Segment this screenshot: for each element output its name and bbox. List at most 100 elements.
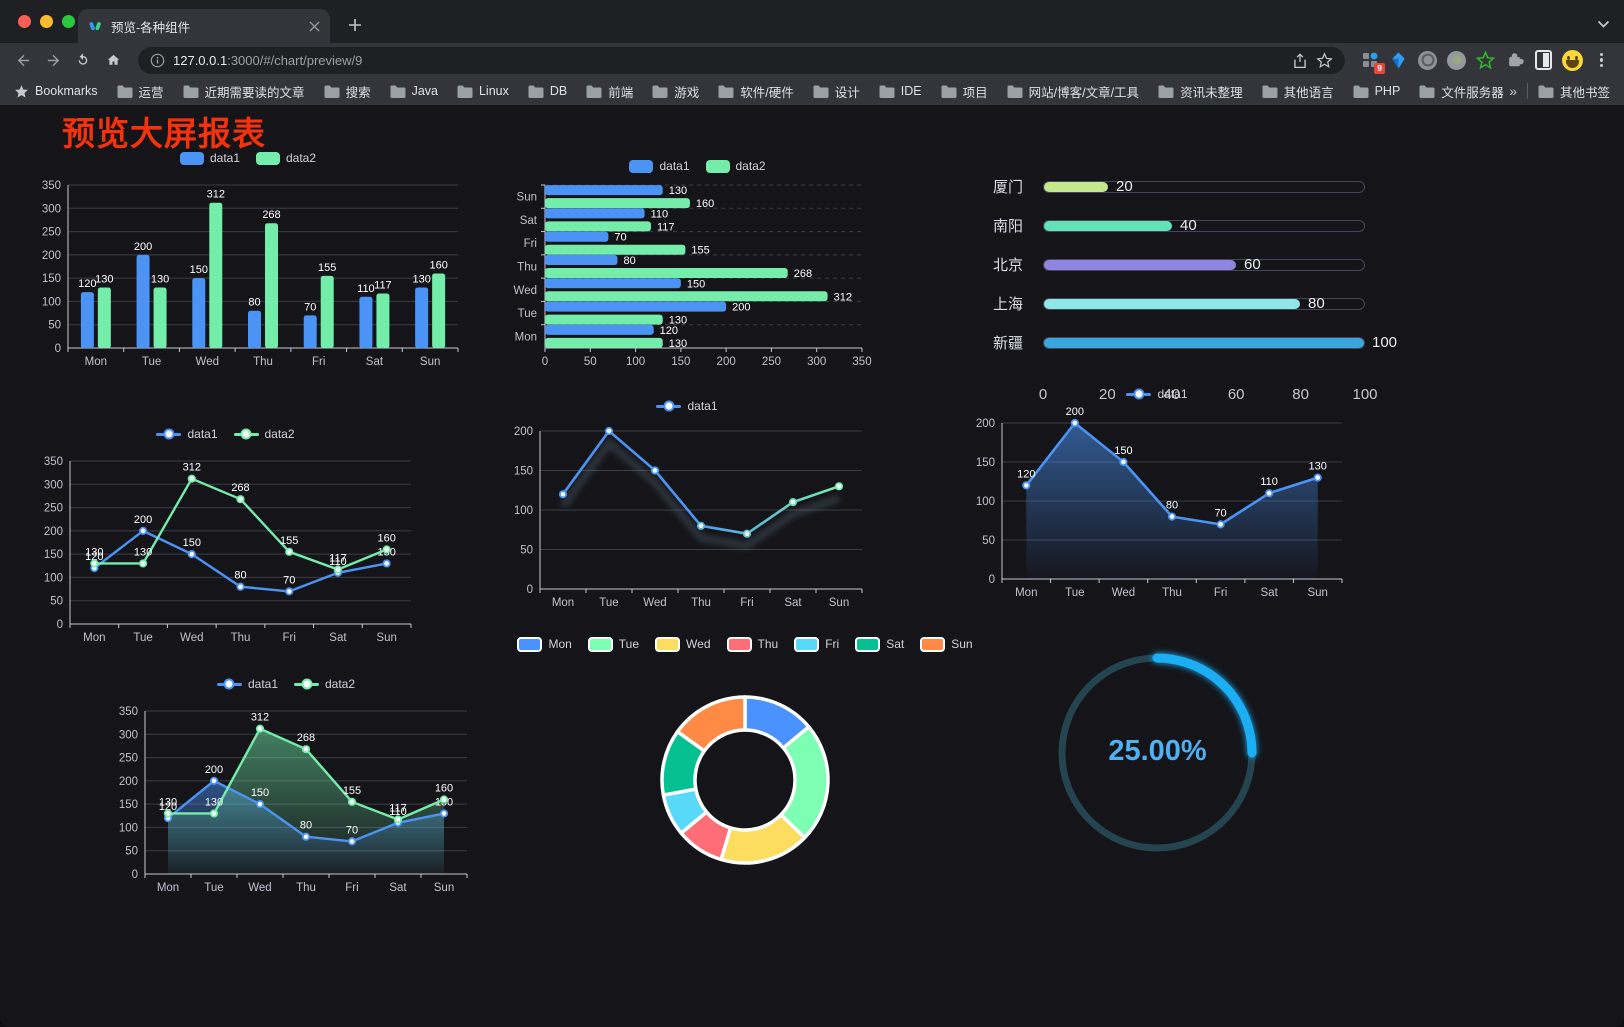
reading-mode-icon[interactable] bbox=[1531, 47, 1556, 73]
bookmark-star-icon[interactable] bbox=[1316, 51, 1333, 69]
area-line-chart[interactable]: data1 0 50 100 150 200 Mon Tue Wed Thu Fri Sat Sun 12… bbox=[958, 383, 1356, 605]
svg-text:150: 150 bbox=[44, 549, 63, 561]
share-icon[interactable] bbox=[1292, 52, 1308, 69]
progress-fill bbox=[1044, 181, 1108, 192]
window-zoom-button[interactable] bbox=[62, 15, 75, 28]
legend-item[interactable]: data2 bbox=[256, 151, 316, 165]
other-bookmarks-folder[interactable]: 其他书签 bbox=[1538, 82, 1610, 101]
svg-text:Fri: Fri bbox=[524, 238, 537, 250]
star-icon bbox=[15, 84, 28, 97]
bookmark-folder[interactable]: 资讯未整理 bbox=[1158, 82, 1243, 101]
progress-row[interactable]: 南阳 40 bbox=[993, 206, 1365, 245]
svg-text:70: 70 bbox=[283, 574, 295, 586]
new-tab-button[interactable] bbox=[342, 12, 368, 38]
bookmark-folder[interactable]: 设计 bbox=[813, 82, 860, 101]
bookmark-folder[interactable]: 软件/硬件 bbox=[718, 82, 794, 101]
legend-item[interactable]: data1 bbox=[1126, 387, 1188, 401]
progress-row[interactable]: 上海 80 bbox=[993, 284, 1365, 323]
back-button[interactable] bbox=[10, 47, 36, 73]
bookmark-folder[interactable]: IDE bbox=[879, 82, 922, 101]
svg-text:150: 150 bbox=[514, 466, 533, 478]
bookmark-folder[interactable]: 前端 bbox=[586, 82, 633, 101]
bookmark-folder[interactable]: 其他语言 bbox=[1262, 82, 1334, 101]
bookmark-folder[interactable]: 项目 bbox=[941, 82, 988, 101]
bookmark-folder[interactable]: 近期需要读的文章 bbox=[183, 82, 305, 101]
legend-item[interactable]: Tue bbox=[587, 636, 639, 652]
svg-text:350: 350 bbox=[119, 706, 138, 718]
forward-button[interactable] bbox=[40, 47, 66, 73]
home-button[interactable] bbox=[100, 47, 126, 73]
multi-line-chart[interactable]: data1 data2 0 50 100 150 200 250 300 350 Mon Tue Wed… bbox=[28, 423, 423, 651]
legend-item[interactable]: data2 bbox=[705, 159, 766, 173]
svg-text:200: 200 bbox=[514, 426, 533, 438]
extension-star-icon[interactable] bbox=[1473, 47, 1498, 73]
gauge-chart[interactable]: 25.00% bbox=[1040, 645, 1275, 965]
progress-label: 北京 bbox=[993, 257, 1024, 274]
dual-area-chart[interactable]: data1 data2 0 50 100 150 200 250 300 350 Mon Tue Wed… bbox=[90, 673, 482, 901]
svg-text:200: 200 bbox=[1066, 407, 1084, 418]
bookmark-folder[interactable]: 运营 bbox=[117, 82, 164, 101]
legend-item[interactable]: Sun bbox=[920, 636, 973, 652]
svg-text:150: 150 bbox=[183, 537, 201, 549]
svg-text:Fri: Fri bbox=[740, 597, 753, 609]
svg-text:120: 120 bbox=[1017, 468, 1035, 480]
extension-grid-icon[interactable]: 9 bbox=[1357, 47, 1385, 74]
progress-row[interactable]: 新疆 100 bbox=[993, 323, 1397, 362]
bookmark-folder[interactable]: 搜索 bbox=[324, 82, 371, 101]
profile-avatar[interactable] bbox=[1560, 47, 1585, 73]
gradient-line-chart[interactable]: data1 0 50 100 150 200 Mon Tue Wed Thu Fri Sat Sun bbox=[498, 395, 876, 617]
bookmark-folder[interactable]: Linux bbox=[457, 82, 509, 101]
site-info-icon[interactable] bbox=[150, 53, 165, 68]
reload-button[interactable] bbox=[70, 47, 96, 73]
progress-track: 20 bbox=[1043, 178, 1365, 195]
svg-text:130: 130 bbox=[205, 796, 223, 808]
legend-item[interactable]: data1 bbox=[216, 677, 278, 691]
progress-row[interactable]: 厦门 20 bbox=[993, 167, 1365, 206]
extension-puzzle-icon[interactable] bbox=[1502, 47, 1527, 73]
bookmark-folder[interactable]: 游戏 bbox=[652, 82, 699, 101]
svg-text:312: 312 bbox=[251, 712, 269, 724]
legend-item[interactable]: data2 bbox=[233, 427, 295, 441]
progress-row[interactable]: 北京 60 bbox=[993, 245, 1365, 284]
tab-search-chevron-icon[interactable] bbox=[1597, 16, 1610, 34]
bookmark-folder[interactable]: Java bbox=[390, 82, 438, 101]
tab-close-icon[interactable] bbox=[309, 20, 320, 32]
legend-item[interactable]: data1 bbox=[656, 399, 718, 413]
bookmarks-overflow-chevron[interactable]: » bbox=[1509, 83, 1517, 99]
progress-bar-chart[interactable]: 厦门 20 南阳 40 北京 60 上海 80 新疆 100 0 20 40 60 80 100 bbox=[993, 163, 1397, 404]
legend-item[interactable]: Fri bbox=[794, 636, 839, 652]
bookmark-folder[interactable]: PHP bbox=[1353, 82, 1400, 101]
extension-kite-icon[interactable] bbox=[1386, 47, 1411, 73]
window-minimize-button[interactable] bbox=[40, 15, 53, 28]
legend-item[interactable]: data1 bbox=[629, 159, 690, 173]
grouped-bar-chart[interactable]: data1 data2 0 50 100 150 200 250 300 350 Mon Tue Wed… bbox=[28, 147, 468, 377]
legend-item[interactable]: Sat bbox=[855, 636, 904, 652]
legend-item[interactable]: Wed bbox=[655, 636, 711, 652]
bookmark-folder[interactable]: 文件服务器 bbox=[1419, 82, 1504, 101]
progress-label: 南阳 bbox=[993, 218, 1024, 235]
bookmark-folder[interactable]: DB bbox=[528, 82, 567, 101]
extension-command-icon[interactable] bbox=[1415, 47, 1440, 73]
svg-text:350: 350 bbox=[852, 356, 871, 368]
progress-axis: 0 20 40 60 80 100 bbox=[1038, 386, 1378, 403]
legend-item[interactable]: Thu bbox=[726, 636, 778, 652]
donut-chart[interactable]: Mon Tue Wed Thu Fri Sat Sun bbox=[517, 633, 973, 965]
browser-menu-icon[interactable] bbox=[1589, 47, 1614, 73]
legend-item[interactable]: data1 bbox=[156, 427, 218, 441]
legend-item[interactable]: Mon bbox=[517, 636, 572, 652]
browser-tab[interactable]: 预览-各种组件 bbox=[78, 9, 330, 43]
horizontal-bar-chart[interactable]: data1 data2 0 50 100 150 200 250 300 350 Sun 130 160… bbox=[505, 155, 890, 375]
address-bar[interactable]: 127.0.0.1:3000/#/chart/preview/9 bbox=[138, 46, 1345, 74]
svg-text:0: 0 bbox=[132, 869, 138, 881]
extension-dot-icon[interactable] bbox=[1444, 47, 1469, 73]
bookmarks-bar: Bookmarks 运营 近期需要读的文章 搜索 Java Linux DB 前端 游戏 软件/… bbox=[0, 77, 1624, 105]
svg-text:Sat: Sat bbox=[520, 215, 538, 227]
progress-fill bbox=[1044, 259, 1236, 270]
legend-item[interactable]: data2 bbox=[294, 677, 355, 691]
bookmark-folder[interactable]: 网站/博客/文章/工具 bbox=[1007, 82, 1139, 101]
svg-text:110: 110 bbox=[329, 556, 347, 568]
svg-text:100: 100 bbox=[119, 822, 138, 834]
bookmarks-manager[interactable]: Bookmarks bbox=[14, 84, 98, 99]
window-close-button[interactable] bbox=[18, 15, 31, 28]
legend-item[interactable]: data1 bbox=[179, 151, 240, 165]
